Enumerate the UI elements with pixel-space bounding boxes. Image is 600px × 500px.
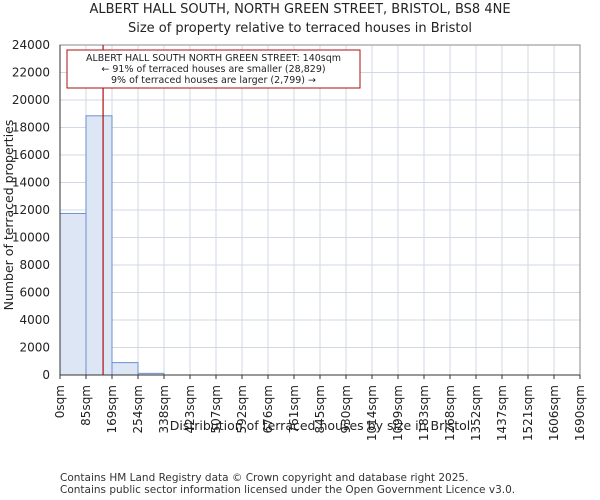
x-tick-label: 845sqm: [313, 385, 327, 433]
x-axis-label: Distribution of terraced houses by size …: [170, 418, 471, 433]
annotation: ALBERT HALL SOUTH NORTH GREEN STREET: 14…: [66, 45, 361, 375]
x-tick-label: 761sqm: [287, 385, 301, 433]
y-tick-label: 4000: [19, 313, 50, 327]
histogram-bar: [59, 212, 87, 376]
tick-labels: 0 2000 4000 6000 8000 10000 12000 14000 16000 180…: [12, 38, 587, 441]
x-tick-label: 1099sqm: [391, 385, 405, 441]
y-tick-label: 18000: [12, 121, 50, 135]
x-tick-label: 85sqm: [79, 385, 93, 426]
x-tick-label: 1268sqm: [443, 385, 457, 441]
x-tick-label: 0sqm: [53, 385, 67, 418]
x-tick-label: 1183sqm: [417, 385, 431, 441]
x-tick-label: 1606sqm: [547, 385, 561, 441]
chart-title: ALBERT HALL SOUTH, NORTH GREEN STREET, B…: [89, 2, 511, 17]
x-tick-label: 1014sqm: [365, 385, 379, 441]
x-tick-label: 423sqm: [183, 385, 197, 433]
y-tick-label: 2000: [19, 341, 50, 355]
x-tick-label: 592sqm: [235, 385, 249, 433]
x-tick-label: 676sqm: [261, 385, 275, 433]
y-tick-label: 24000: [12, 38, 50, 52]
x-tick-label: 254sqm: [131, 385, 145, 433]
annotation-line2: ← 91% of terraced houses are smaller (28…: [101, 64, 325, 75]
x-tick-label: 1437sqm: [495, 385, 509, 441]
annotation-line3: 9% of terraced houses are larger (2,799)…: [111, 75, 316, 86]
bars: [59, 115, 165, 376]
histogram-bar: [85, 115, 113, 376]
histogram-bar: [111, 362, 139, 376]
y-tick-label: 12000: [12, 203, 50, 217]
x-tick-label: 338sqm: [157, 385, 171, 433]
y-tick-label: 14000: [12, 176, 50, 190]
gridlines: [59, 44, 581, 376]
footer-licence: Contains public sector information licen…: [60, 484, 516, 496]
x-tick-label: 507sqm: [209, 385, 223, 433]
y-tick-label: 10000: [12, 231, 50, 245]
chart-subtitle: Size of property relative to terraced ho…: [127, 21, 473, 36]
y-tick-label: 22000: [12, 66, 50, 80]
x-tick-label: 930sqm: [339, 385, 353, 433]
x-tick-label: 1352sqm: [469, 385, 483, 441]
y-tick-label: 0: [42, 368, 50, 382]
x-tick-label: 1690sqm: [573, 385, 587, 441]
x-tick-label: 169sqm: [105, 385, 119, 433]
footer-copyright: Contains HM Land Registry data © Crown c…: [60, 472, 469, 484]
y-tick-label: 8000: [19, 258, 50, 272]
annotation-box: [66, 49, 361, 89]
y-tick-label: 16000: [12, 148, 50, 162]
histogram-chart: 0 2000 4000 6000 8000 10000 12000 14000 16000 180…: [1, 38, 587, 441]
y-tick-label: 6000: [19, 286, 50, 300]
axes: [59, 44, 581, 379]
x-tick-label: 1521sqm: [521, 385, 535, 441]
annotation-line1: ALBERT HALL SOUTH NORTH GREEN STREET: 14…: [86, 53, 341, 64]
y-tick-label: 20000: [12, 93, 50, 107]
y-axis-label: Number of terraced properties: [1, 120, 16, 311]
